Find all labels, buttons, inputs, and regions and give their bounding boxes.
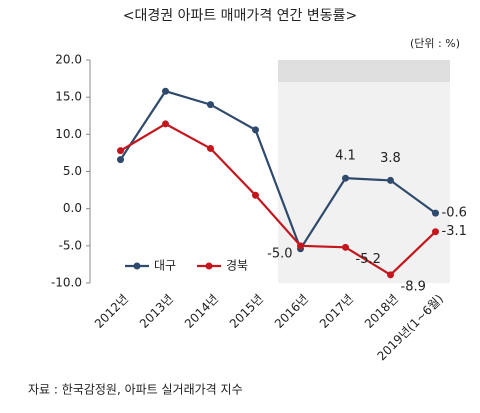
- y-tick-label: 20.0: [55, 53, 82, 67]
- series-line: [119, 122, 437, 277]
- data-point: [162, 120, 169, 128]
- data-point: [342, 243, 349, 251]
- unit-label: (단위 : %): [410, 37, 460, 50]
- data-label: -3.1: [442, 224, 467, 239]
- legend-label: 경북: [226, 259, 248, 273]
- series-line: [119, 89, 437, 252]
- y-tick-label: 0.0: [63, 201, 82, 215]
- data-point: [432, 228, 439, 236]
- legend-marker: [133, 262, 141, 270]
- highlight-band: [278, 60, 450, 82]
- data-label: -5.0: [267, 246, 292, 261]
- x-tick-label: 2015년: [227, 292, 266, 331]
- data-label: -5.2: [356, 252, 381, 267]
- data-label: -0.6: [442, 206, 467, 221]
- y-tick-label: -5.0: [59, 238, 82, 252]
- y-tick-label: 5.0: [63, 164, 82, 178]
- data-point: [117, 147, 124, 155]
- data-point: [432, 209, 439, 217]
- x-tick-label: 2017년: [317, 292, 356, 331]
- legend-marker: [205, 262, 213, 270]
- x-tick-label: 2016년: [272, 292, 311, 331]
- y-tick-label: 15.0: [55, 90, 82, 104]
- data-label: 4.1: [335, 149, 356, 164]
- x-tick-label: 2018년: [362, 292, 401, 331]
- chart-title: <대경권 아파트 매매가격 연간 변동률>: [123, 8, 357, 24]
- data-point: [387, 176, 394, 184]
- legend-label: 대구: [154, 259, 176, 273]
- y-tick-label: -10.0: [51, 276, 82, 290]
- data-point: [342, 174, 349, 182]
- data-label: -8.9: [401, 279, 426, 294]
- y-tick-label: 10.0: [55, 127, 82, 141]
- data-point: [252, 126, 259, 134]
- data-point: [387, 271, 394, 279]
- source-note: 자료 : 한국감정원, 아파트 실거래가격 지수: [28, 383, 243, 397]
- x-tick-label: 2013년: [137, 292, 176, 331]
- x-tick-label: 2014년: [182, 292, 221, 331]
- data-point: [162, 87, 169, 95]
- data-point: [117, 156, 124, 164]
- data-label: 3.8: [380, 151, 401, 166]
- data-point: [207, 144, 214, 152]
- x-tick-label: 2012년: [92, 292, 131, 331]
- data-point: [252, 191, 259, 199]
- data-point: [297, 242, 304, 250]
- data-point: [207, 101, 214, 109]
